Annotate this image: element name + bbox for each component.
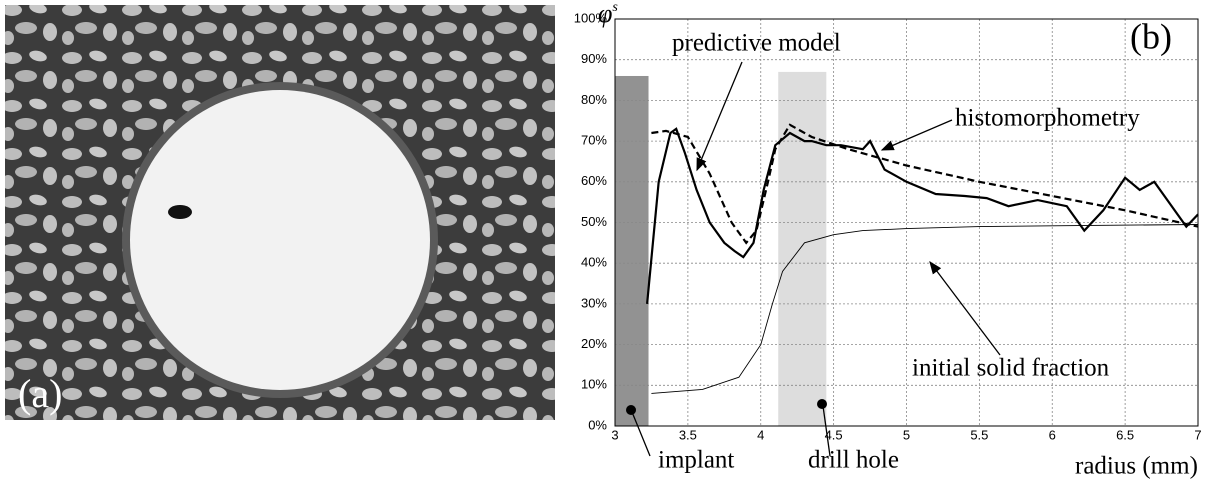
x-tick-label: 3.5 [679,427,697,442]
y-tick-label: 40% [581,255,607,270]
annotation: predictive model [672,30,841,57]
x-tick-label: 5.5 [970,427,988,442]
x-tick-label: 4 [757,427,764,442]
y-tick-label: 30% [581,295,607,310]
plot-b: 0% 10% 20% 30% 40% 50% 60% 70% 80% 90% 100% 3 3.5 4 4.… [574,10,1202,442]
y-label-sup: s [612,0,618,15]
annotation: implant [658,447,734,474]
y-axis-label: φs [598,0,618,28]
y-tick-label: 10% [581,377,607,392]
y-tick-label: 20% [581,336,607,351]
panel-label: (b) [1130,16,1172,56]
y-tick-label: 0% [588,417,607,432]
y-tick-label: 90% [581,51,607,66]
annotation: histomorphometry [955,105,1140,132]
y-tick-label: 50% [581,214,607,229]
x-tick-label: 4.5 [825,427,843,442]
y-tick-label: 100% [574,10,608,25]
shaded-region [615,75,649,426]
plot-frame [614,18,1199,427]
x-axis-label: radius (mm) [1075,453,1198,480]
series-line [651,123,1199,245]
x-tick-label: 7 [1194,427,1201,442]
arrows [631,61,1001,457]
x-tick-label: 6.5 [1116,427,1134,442]
y-tick-label: 60% [581,173,607,188]
marker-dot [626,405,636,415]
series-line [646,127,1199,305]
y-label-main: φ [598,0,612,28]
annotation: initial solid fraction [912,355,1110,382]
series-line [651,224,1199,394]
y-tick-label: 80% [581,92,607,107]
x-tick-label: 3 [611,427,618,442]
x-tick-label: 5 [903,427,910,442]
photo-a: (a) [5,5,555,420]
panel-label: (a) [18,371,62,416]
annotation: drill hole [808,447,899,474]
marker-dot [817,399,827,409]
y-tick-label: 70% [581,133,607,148]
shaded-region [778,71,827,426]
x-tick-label: 6 [1049,427,1056,442]
